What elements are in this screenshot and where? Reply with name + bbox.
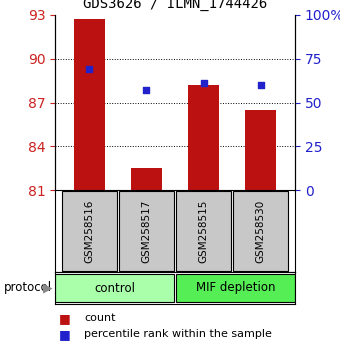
- Text: MIF depletion: MIF depletion: [196, 281, 275, 295]
- Bar: [176, 191, 231, 271]
- Bar: [119, 191, 174, 271]
- Text: ■: ■: [58, 327, 70, 341]
- Point: [258, 82, 264, 88]
- Title: GDS3626 / ILMN_1744426: GDS3626 / ILMN_1744426: [83, 0, 267, 11]
- Text: GSM258516: GSM258516: [84, 199, 94, 263]
- Point: [87, 67, 92, 72]
- Point: [201, 80, 206, 86]
- Bar: [176, 274, 295, 302]
- Point: [144, 87, 149, 93]
- Bar: [233, 191, 288, 271]
- Text: GSM258517: GSM258517: [141, 199, 151, 263]
- Text: control: control: [94, 281, 135, 295]
- Text: percentile rank within the sample: percentile rank within the sample: [84, 329, 272, 339]
- Bar: [131, 168, 162, 190]
- Text: ▶: ▶: [44, 281, 53, 295]
- Text: protocol: protocol: [3, 281, 52, 295]
- Bar: [245, 110, 276, 190]
- Bar: [188, 85, 219, 190]
- Text: ■: ■: [58, 312, 70, 325]
- Text: GSM258530: GSM258530: [256, 199, 266, 263]
- Bar: [55, 274, 174, 302]
- Text: GSM258515: GSM258515: [199, 199, 208, 263]
- Text: count: count: [84, 313, 115, 323]
- Bar: [73, 19, 105, 190]
- Bar: [62, 191, 117, 271]
